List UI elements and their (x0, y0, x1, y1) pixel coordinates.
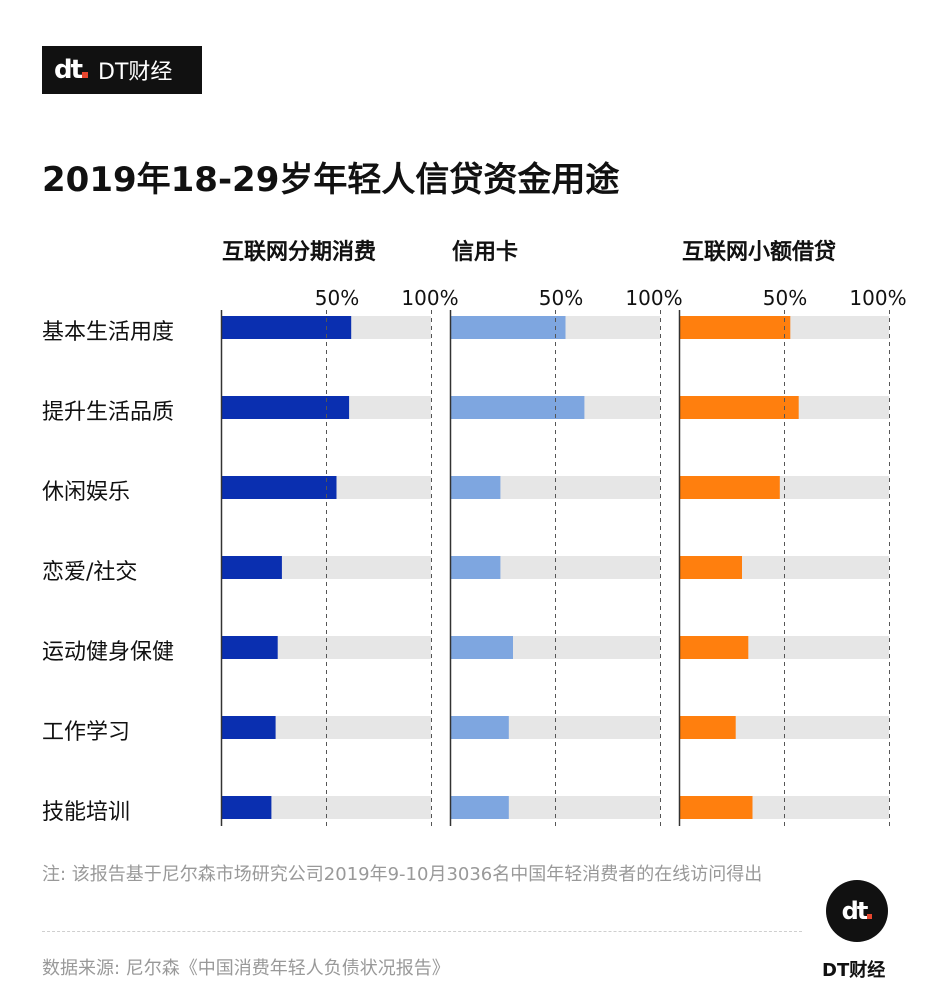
brand-name: DT财经 (98, 60, 173, 85)
footer-brand-name: DT财经 (822, 960, 886, 981)
data-source: 数据来源: 尼尔森《中国消费年轻人负债状况报告》 (42, 958, 450, 979)
category-label: 运动健身保健 (42, 640, 175, 665)
tick-50-panel-1: 50% (538, 286, 584, 310)
brand-logo: dt DT财经 (42, 46, 202, 94)
category-label: 恋爱/社交 (42, 560, 138, 585)
category-label: 技能培训 (42, 800, 131, 825)
chart-title: 2019年18-29岁年轻人信贷资金用途 (42, 160, 620, 200)
bar-2-3 (679, 556, 742, 579)
bar-0-1 (221, 396, 350, 419)
tick-50-panel-0: 50% (314, 286, 360, 310)
category-label: 基本生活用度 (42, 320, 175, 345)
bar-0-4 (221, 636, 278, 659)
bar-1-2 (450, 476, 501, 499)
tick-100-panel-1: 100% (625, 286, 683, 310)
bar-2-6 (679, 796, 753, 819)
bar-1-3 (450, 556, 501, 579)
bar-1-5 (450, 716, 509, 739)
category-label: 提升生活品质 (42, 400, 175, 425)
bar-2-1 (679, 396, 799, 419)
category-label: 工作学习 (42, 720, 131, 745)
tick-100-panel-0: 100% (401, 286, 459, 310)
bar-0-2 (221, 476, 337, 499)
bar-2-5 (679, 716, 736, 739)
tick-50-panel-2: 50% (762, 286, 808, 310)
category-label: 休闲娱乐 (42, 480, 131, 505)
series-header-0: 互联网分期消费 (222, 240, 377, 265)
bar-0-6 (221, 796, 272, 819)
bar-0-5 (221, 716, 276, 739)
tick-100-panel-2: 100% (849, 286, 907, 310)
footnote: 注: 该报告基于尼尔森市场研究公司2019年9-10月3036名中国年轻消费者的… (42, 864, 763, 885)
bar-0-0 (221, 316, 352, 339)
series-header-2: 互联网小额借贷 (682, 240, 837, 265)
bar-1-6 (450, 796, 509, 819)
bar-1-4 (450, 636, 513, 659)
divider (42, 931, 802, 932)
dt-logo-mark: dt (54, 55, 89, 85)
bar-1-1 (450, 396, 585, 419)
dt-logo-mark: dt (842, 897, 873, 925)
footer-logo: dt (826, 880, 888, 942)
series-header-1: 信用卡 (452, 240, 519, 265)
bar-0-3 (221, 556, 282, 579)
bar-2-4 (679, 636, 749, 659)
bar-2-0 (679, 316, 791, 339)
bar-1-0 (450, 316, 566, 339)
bar-2-2 (679, 476, 780, 499)
